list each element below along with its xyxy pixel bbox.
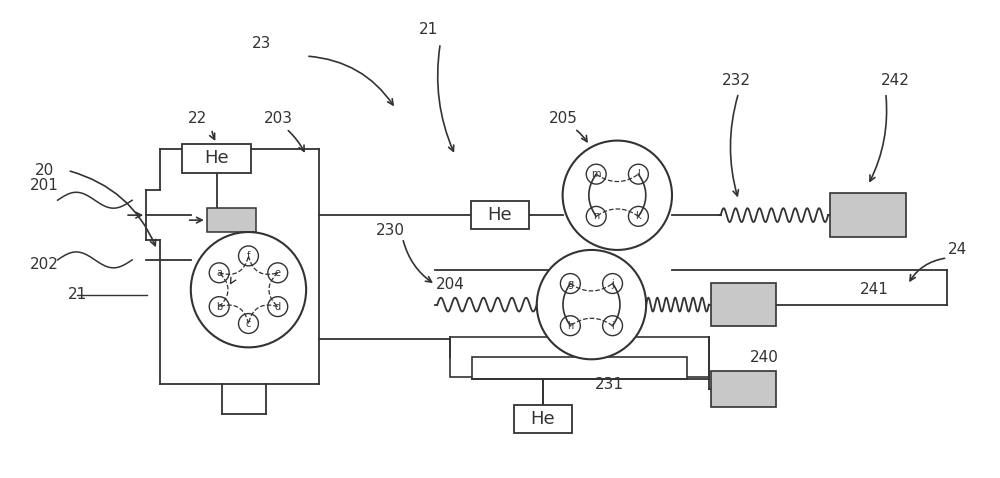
Text: b: b	[216, 302, 222, 312]
Text: 201: 201	[30, 178, 59, 193]
Bar	[711, 371, 776, 407]
Circle shape	[628, 164, 648, 184]
Circle shape	[560, 316, 580, 336]
Text: l: l	[637, 169, 640, 179]
Text: 204: 204	[436, 277, 465, 292]
Circle shape	[563, 141, 672, 250]
Text: i: i	[611, 321, 614, 331]
Bar	[471, 201, 529, 229]
Bar	[182, 143, 251, 174]
Text: d: d	[275, 302, 281, 312]
Circle shape	[628, 206, 648, 226]
Text: 240: 240	[750, 350, 779, 365]
Text: 202: 202	[30, 257, 59, 272]
Text: 232: 232	[722, 74, 751, 88]
Circle shape	[239, 246, 258, 266]
Text: k: k	[636, 211, 641, 221]
Text: 21: 21	[419, 22, 438, 37]
Circle shape	[586, 206, 606, 226]
Text: He: He	[488, 206, 512, 224]
Circle shape	[560, 273, 580, 293]
Text: 205: 205	[549, 111, 578, 126]
Text: 203: 203	[264, 111, 293, 126]
Text: 241: 241	[859, 282, 888, 297]
Text: 230: 230	[376, 223, 405, 238]
Text: h: h	[567, 321, 574, 331]
Circle shape	[603, 273, 622, 293]
Text: He: He	[204, 150, 229, 167]
Bar	[830, 193, 906, 237]
Text: 21: 21	[68, 287, 87, 302]
Bar	[711, 283, 776, 326]
Bar	[514, 405, 572, 433]
Text: c: c	[246, 318, 251, 328]
Text: 23: 23	[252, 36, 271, 51]
Circle shape	[191, 232, 306, 348]
Circle shape	[603, 316, 622, 336]
Bar	[207, 208, 256, 232]
Text: 22: 22	[188, 111, 207, 126]
Text: 20: 20	[35, 163, 54, 178]
Circle shape	[268, 263, 288, 283]
Circle shape	[537, 250, 646, 359]
Text: j: j	[611, 279, 614, 289]
Circle shape	[268, 297, 288, 316]
Text: n: n	[593, 211, 599, 221]
Text: a: a	[216, 268, 222, 278]
Text: 242: 242	[881, 74, 910, 88]
Text: e: e	[275, 268, 281, 278]
Text: 24: 24	[948, 242, 967, 258]
Text: 231: 231	[595, 377, 624, 391]
Bar	[450, 337, 709, 377]
Text: g: g	[567, 279, 573, 289]
Text: He: He	[530, 410, 555, 428]
Circle shape	[586, 164, 606, 184]
Circle shape	[209, 297, 229, 316]
Bar	[472, 358, 687, 379]
Circle shape	[239, 314, 258, 334]
Circle shape	[209, 263, 229, 283]
Text: f: f	[247, 251, 250, 261]
Text: m: m	[591, 169, 601, 179]
